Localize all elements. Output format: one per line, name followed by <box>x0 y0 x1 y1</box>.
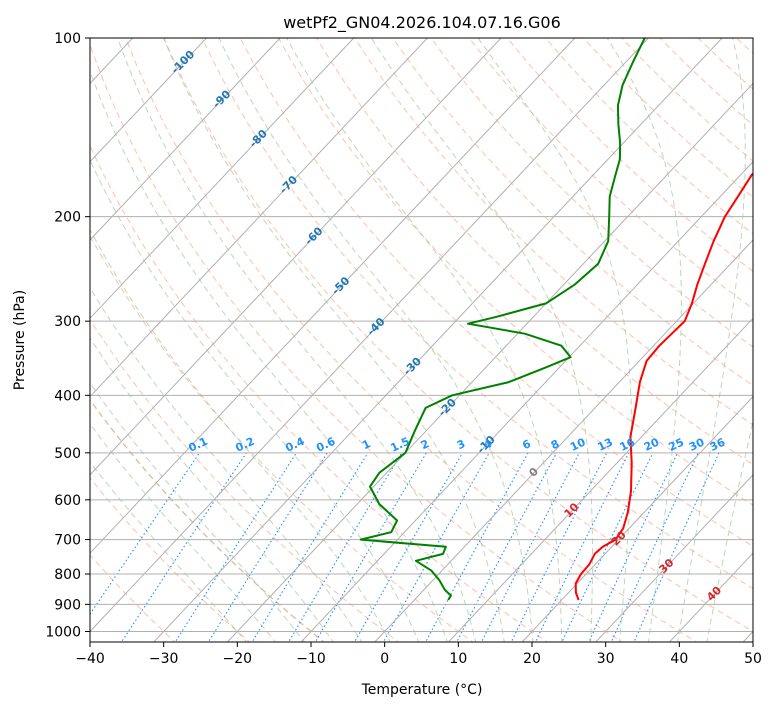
y-axis-label: Pressure (hPa) <box>12 290 28 390</box>
x-tick-label: 0 <box>380 651 389 667</box>
y-tick-label: 900 <box>54 597 81 613</box>
mixing-ratio-line <box>174 452 297 642</box>
dry-adiabat-line <box>125 38 698 642</box>
y-tick-label: 500 <box>54 446 81 462</box>
dry-adiabat-line <box>90 43 623 642</box>
isotherm-line <box>90 38 428 398</box>
chart-title: wetPf2_GN04.2026.104.07.16.G06 <box>283 13 561 33</box>
mixing-ratio-label: 10 <box>568 435 588 453</box>
mixing-ratio-line <box>510 452 608 642</box>
x-axis: −40 −30 −20 −10 0 10 20 30 40 50 <box>75 642 762 667</box>
y-tick-label: 300 <box>54 314 81 330</box>
moist-adiabat-line <box>90 461 248 642</box>
y-axis: 100 200 300 400 500 600 700 800 900 1000 <box>45 31 90 641</box>
isotherm-line <box>90 38 649 633</box>
isotherm-line <box>595 474 753 642</box>
mixing-ratio-line <box>456 452 558 642</box>
x-tick-label: −10 <box>296 651 326 667</box>
moist-adiabat-line <box>370 38 593 642</box>
pressure-gridlines <box>90 38 753 632</box>
dry-adiabat-line <box>90 234 474 642</box>
y-tick-label: 600 <box>54 493 81 509</box>
x-tick-label: −30 <box>149 651 179 667</box>
y-tick-label: 200 <box>54 210 81 226</box>
x-tick-label: −20 <box>223 651 253 667</box>
isotherm-line <box>90 38 207 163</box>
y-tick-label: 100 <box>54 31 81 47</box>
mixing-ratio-line <box>425 452 529 642</box>
isotherm-line <box>90 38 281 241</box>
dry-adiabat-line <box>201 38 753 590</box>
x-axis-label: Temperature (°C) <box>361 682 483 698</box>
x-tick-label: 20 <box>523 651 541 667</box>
dry-adiabat-line <box>90 477 251 642</box>
moist-adiabat-line <box>117 38 477 642</box>
isotherm-line <box>521 395 753 642</box>
isotherm-line <box>90 38 576 554</box>
moist-adiabat-line <box>706 418 753 642</box>
profile-lines <box>359 38 753 601</box>
dry-adiabat-line <box>277 38 753 506</box>
mixing-ratio-line <box>534 452 630 642</box>
mixing-ratio-label: 20 <box>642 435 662 453</box>
isotherm-line <box>374 239 753 642</box>
moist-adiabat-line <box>90 158 420 642</box>
y-tick-label: 800 <box>54 567 81 583</box>
moist-adiabat-line <box>677 38 746 642</box>
y-tick-label: 700 <box>54 533 81 549</box>
x-tick-label: 40 <box>670 651 688 667</box>
moist-adiabat-line <box>163 38 505 642</box>
dry-adiabat-line <box>316 38 753 466</box>
moist-adiabat-line <box>90 286 363 642</box>
moist-adiabat-line <box>90 69 448 642</box>
isotherm-line <box>447 317 753 642</box>
moist-adiabats <box>90 38 753 642</box>
moist-adiabat-line <box>286 38 563 642</box>
isotherm-line <box>90 38 355 320</box>
mixing-ratio-line <box>251 452 369 642</box>
dry-adiabat-line <box>163 38 753 633</box>
moist-adiabat-line <box>218 38 534 642</box>
x-tick-label: 30 <box>597 651 615 667</box>
isotherm-line <box>90 38 502 476</box>
x-tick-label: 50 <box>744 651 762 667</box>
moist-adiabat-line <box>606 38 682 642</box>
mixing-ratio-label: 36 <box>708 435 728 453</box>
y-tick-label: 400 <box>54 388 81 404</box>
temperature-profile-line <box>574 172 753 601</box>
mixing-ratio-label: 13 <box>596 436 615 454</box>
isotherm-line <box>226 82 753 642</box>
dewpoint-profile-line <box>359 38 646 601</box>
mixing-ratio-label: 25 <box>667 436 686 454</box>
isotherm-line <box>153 38 723 642</box>
dry-adiabat-line <box>90 144 549 642</box>
y-tick-label: 1000 <box>45 625 81 641</box>
x-tick-label: 10 <box>449 651 467 667</box>
dry-adiabat-line <box>354 38 753 426</box>
mixing-ratio-label: 30 <box>687 435 707 453</box>
plot-frame <box>89 37 754 643</box>
x-tick-label: −40 <box>75 651 105 667</box>
mixing-ratio-line <box>207 452 328 642</box>
mixing-ratio-label: 16 <box>618 435 638 453</box>
dry-adiabat-line <box>90 554 176 642</box>
moist-adiabat-line <box>90 337 334 642</box>
